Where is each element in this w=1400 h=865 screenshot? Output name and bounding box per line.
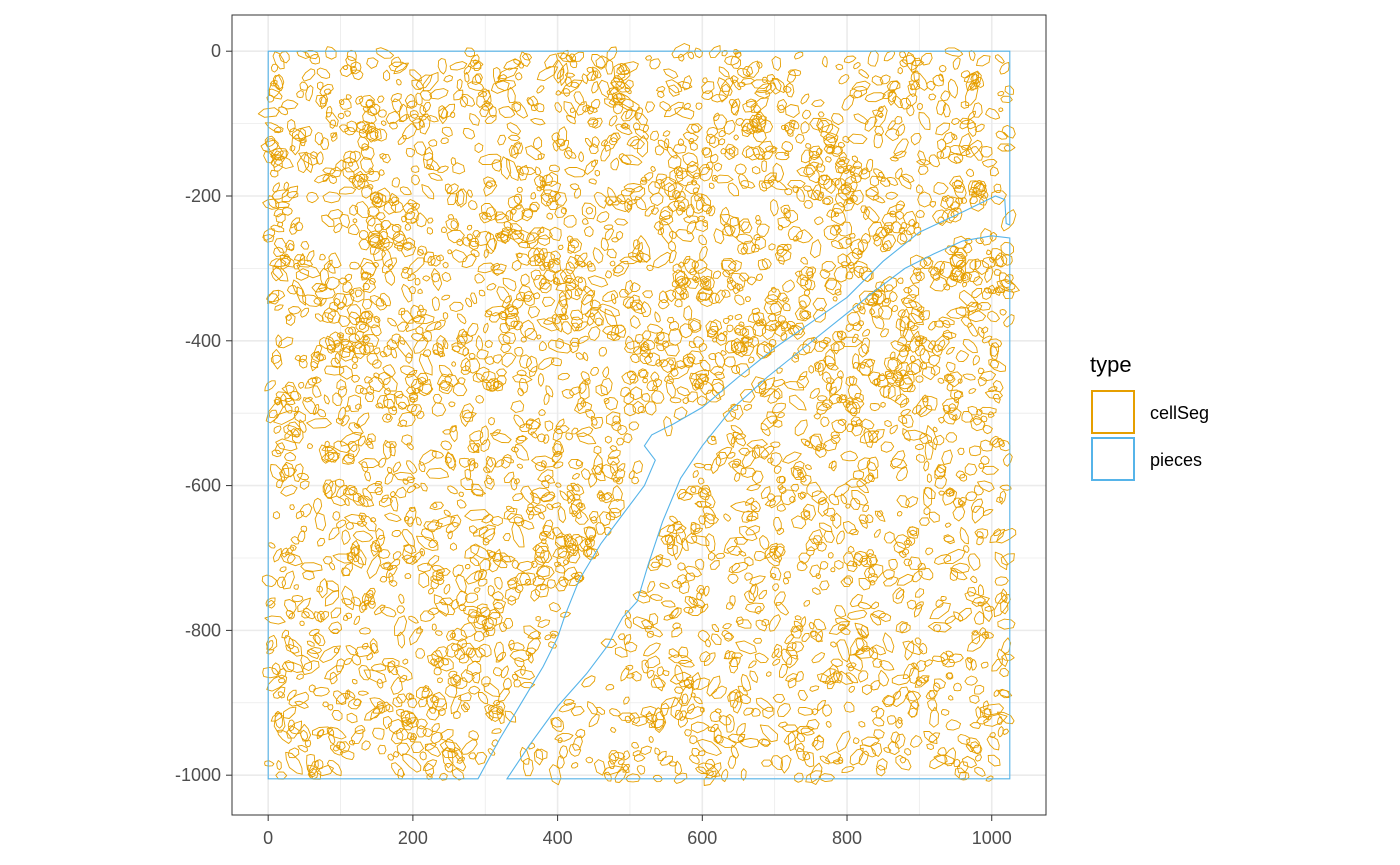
x-tick-label: 400	[543, 828, 573, 848]
x-tick-label: 200	[398, 828, 428, 848]
x-tick-label: 1000	[972, 828, 1012, 848]
y-tick-label: 0	[211, 41, 221, 61]
piece-outline-2	[505, 235, 1011, 780]
legend: type cellSeg pieces	[1090, 352, 1209, 481]
y-tick-label: -1000	[175, 765, 221, 785]
legend-label-cellseg: cellSeg	[1150, 403, 1209, 423]
x-tick-label: 800	[832, 828, 862, 848]
y-tick-label: -200	[185, 186, 221, 206]
cellseg-layer	[257, 43, 1020, 786]
y-tick-label: -600	[185, 476, 221, 496]
x-tick-label: 600	[687, 828, 717, 848]
piece-outline-1	[267, 50, 1011, 780]
legend-title: type	[1090, 352, 1132, 377]
cellseg-polygons	[257, 43, 1020, 786]
y-tick-label: -400	[185, 331, 221, 351]
legend-label-pieces: pieces	[1150, 450, 1202, 470]
axes: 0 200 400 600 800 1000 0 -200 -400 -600 -800 -1000	[175, 41, 1012, 848]
pieces-layer	[267, 50, 1011, 780]
legend-key-cellseg	[1091, 390, 1135, 434]
legend-key-pieces	[1091, 437, 1135, 481]
x-tick-label: 0	[263, 828, 273, 848]
panel-border	[231, 14, 1047, 816]
y-tick-label: -800	[185, 620, 221, 640]
